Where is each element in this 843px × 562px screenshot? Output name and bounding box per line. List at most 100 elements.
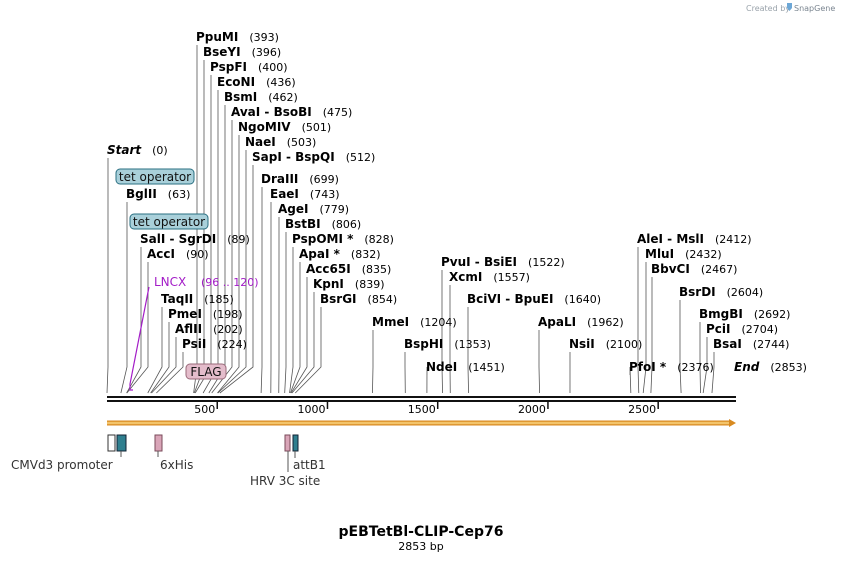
enzyme-name[interactable]: AvaI - BsoBI <box>231 105 312 119</box>
tet-operator-2[interactable]: tet operator <box>129 213 209 230</box>
promoter-box-white <box>107 434 116 452</box>
enzyme-name[interactable]: XcmI <box>449 270 482 284</box>
enzyme-name[interactable]: MmeI <box>372 315 409 329</box>
leader-line <box>441 270 443 394</box>
axis-ticks: 500 1000 1500 2000 2500 <box>194 401 659 416</box>
enzyme-position: (512) <box>346 151 376 164</box>
flag-feature[interactable]: FLAG <box>185 363 227 380</box>
enzyme-name[interactable]: EaeI <box>270 187 299 201</box>
enzyme-name[interactable]: PsiI <box>182 337 206 351</box>
enzyme-name[interactable]: NdeI <box>426 360 457 374</box>
enzyme-name[interactable]: NgoMIV <box>238 120 291 134</box>
enzyme-position: (198) <box>213 308 243 321</box>
enzyme-name[interactable]: DraIII <box>261 172 298 186</box>
enzyme-position: (2704) <box>742 323 779 336</box>
enzyme-position: (779) <box>319 203 349 216</box>
enzyme-name[interactable]: BsrGI <box>320 292 357 306</box>
flag-label: FLAG <box>190 365 221 379</box>
attb1-label: attB1 <box>293 458 326 472</box>
enzyme-name[interactable]: ApaI * <box>299 247 341 261</box>
enzyme-name[interactable]: PfoI * <box>629 360 667 374</box>
enzyme-name[interactable]: EcoNI <box>217 75 255 89</box>
enzyme-name[interactable]: BstBI <box>285 217 321 231</box>
enzyme-name[interactable]: Acc65I <box>306 262 351 276</box>
enzyme-position: (396) <box>252 46 282 59</box>
enzyme-name[interactable]: NaeI <box>245 135 276 149</box>
enzyme-name[interactable]: PmeI <box>168 307 202 321</box>
enzyme-position: (2744) <box>753 338 790 351</box>
enzyme-name[interactable]: AgeI <box>278 202 308 216</box>
cmvd3-promoter-label: CMVd3 promoter <box>11 458 113 472</box>
enzyme-position: (806) <box>332 218 362 231</box>
enzyme-name[interactable]: ApaLI <box>538 315 576 329</box>
hrv-3c-box <box>284 434 291 452</box>
enzyme-position: (393) <box>249 31 279 44</box>
enzyme-name[interactable]: BsmI <box>224 90 257 104</box>
lncx-feature: LNCX (96 .. 120) <box>129 275 259 391</box>
enzyme-position: (1557) <box>493 271 530 284</box>
enzyme-position: (699) <box>309 173 339 186</box>
enzyme-name[interactable]: NsiI <box>569 337 595 351</box>
cmvd3-promoter-feature[interactable]: CMVd3 promoter <box>11 434 127 472</box>
enzyme-position: (2412) <box>715 233 752 246</box>
enzyme-name[interactable]: PspOMI * <box>292 232 354 246</box>
enzyme-name[interactable]: MluI <box>645 247 674 261</box>
promoter-box-teal <box>116 434 127 452</box>
enzyme-name[interactable]: PpuMI <box>196 30 238 44</box>
leader-line <box>637 247 640 394</box>
enzyme-position: (462) <box>268 91 298 104</box>
lncx-label[interactable]: LNCX <box>154 275 186 289</box>
enzyme-position: (1353) <box>454 338 491 351</box>
enzyme-position: (1204) <box>420 316 457 329</box>
enzyme-name[interactable]: BsrDI <box>679 285 716 299</box>
enzyme-position: (839) <box>355 278 385 291</box>
leader-line <box>629 366 632 394</box>
leader-line <box>294 307 322 394</box>
6xhis-feature[interactable]: 6xHis <box>154 434 193 472</box>
tet-operator-label: tet operator <box>119 170 191 184</box>
enzyme-name[interactable]: SalI - SgrDI <box>140 232 216 246</box>
enzyme-name[interactable]: BspHI <box>404 337 443 351</box>
attb1-hrv-feature[interactable]: attB1 HRV 3C site <box>250 434 326 488</box>
enzyme-name[interactable]: PciI <box>706 322 731 336</box>
enzyme-name[interactable]: BciVI - BpuEI <box>467 292 553 306</box>
enzyme-position: (854) <box>368 293 398 306</box>
enzyme-position: (2467) <box>701 263 738 276</box>
leader-line <box>120 202 128 394</box>
enzyme-position: (501) <box>302 121 332 134</box>
attb1-box <box>292 434 299 452</box>
enzyme-position: (224) <box>217 338 247 351</box>
enzyme-name[interactable]: BbvCI <box>651 262 690 276</box>
enzyme-position: (1522) <box>528 256 565 269</box>
enzyme-name[interactable]: KpnI <box>313 277 344 291</box>
enzyme-name[interactable]: BseYI <box>203 45 241 59</box>
enzyme-position: (202) <box>213 323 243 336</box>
enzyme-position: (2604) <box>727 286 764 299</box>
enzyme-name[interactable]: BmgBI <box>699 307 743 321</box>
enzyme-name[interactable]: Start <box>107 143 142 157</box>
plasmid-length: 2853 bp <box>398 540 443 553</box>
enzyme-name[interactable]: BglII <box>126 187 157 201</box>
enzyme-name[interactable]: SapI - BspQI <box>252 150 335 164</box>
enzyme-position: (832) <box>351 248 381 261</box>
enzyme-name[interactable]: AleI - MslI <box>637 232 704 246</box>
leader-line <box>156 352 184 394</box>
enzyme-position: (90) <box>186 248 209 261</box>
enzyme-name[interactable]: PvuI - BsiEI <box>441 255 517 269</box>
enzyme-name[interactable]: AccI <box>147 247 175 261</box>
leader-line <box>219 165 254 394</box>
enzyme-name[interactable]: PspFI <box>210 60 247 74</box>
enzyme-name[interactable]: End <box>734 360 760 374</box>
leader-line <box>211 120 233 394</box>
tet-operator-1[interactable]: tet operator <box>115 168 195 185</box>
leader-line <box>650 277 653 394</box>
leader-line <box>679 300 682 394</box>
leader-line <box>126 247 142 394</box>
credit-text: Created by <box>746 4 790 13</box>
enzyme-name[interactable]: AflII <box>175 322 202 336</box>
leader-line <box>372 330 374 394</box>
enzyme-position: (185) <box>204 293 234 306</box>
enzyme-name[interactable]: TaqII <box>161 292 193 306</box>
enzyme-name[interactable]: BsaI <box>713 337 742 351</box>
